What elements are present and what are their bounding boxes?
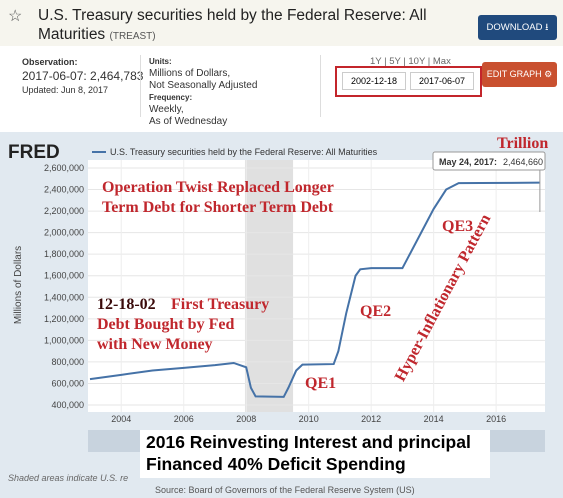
legend-label: U.S. Treasury securities held by the Fed…	[110, 147, 378, 157]
x-tick-label: 2016	[486, 414, 506, 424]
x-tick-label: 2008	[236, 414, 256, 424]
annotation: QE2	[360, 303, 391, 320]
title: U.S. Treasury securities held by the Fed…	[38, 7, 427, 43]
y-tick-label: 2,400,000	[44, 185, 84, 195]
header-bar	[0, 0, 563, 46]
annotation: with New Money	[97, 336, 213, 353]
label: Units:	[149, 57, 172, 66]
y-axis-label: Millions of Dollars	[13, 246, 24, 324]
y-tick-label: 1,000,000	[44, 335, 84, 345]
range-links[interactable]: 1Y | 5Y | 10Y | Max	[370, 56, 451, 67]
source: Source: Board of Governors of the Federa…	[155, 485, 415, 495]
tooltip-date: May 24, 2017:	[439, 157, 497, 167]
annotation: Debt Bought by Fed	[97, 316, 234, 333]
edit-graph-button[interactable]: EDIT GRAPH ⚙	[482, 62, 557, 87]
y-tick-label: 1,800,000	[44, 249, 84, 259]
annotation: 12-18-02	[97, 296, 156, 313]
note-box	[140, 430, 490, 478]
note: Financed 40% Deficit Spending	[146, 454, 406, 474]
label: Frequency:	[149, 93, 193, 102]
units-block: Units: Millions of Dollars, Not Seasonally…	[149, 56, 257, 128]
download-button[interactable]: DOWNLOAD ⭳	[478, 15, 557, 40]
annotation: Operation Twist Replaced Longer	[102, 179, 334, 196]
units: Not Seasonally Adjusted	[149, 80, 258, 91]
observation-block: Observation: 2017-06-07: 2,464,783 Updated…	[22, 56, 143, 96]
annotation: Term Debt for Shorter Term Debt	[102, 199, 334, 216]
annotation: QE3	[442, 218, 473, 235]
frequency: As of Wednesday	[149, 116, 228, 127]
star-icon[interactable]: ☆	[8, 8, 23, 25]
recession-note: Shaded areas indicate U.S. re	[8, 473, 128, 483]
y-tick-label: 600,000	[51, 378, 84, 388]
y-tick-label: 400,000	[51, 400, 84, 410]
download-label: DOWNLOAD	[486, 22, 543, 33]
note: 2016 Reinvesting Interest and principal	[146, 432, 471, 452]
end-date[interactable]: 2017-06-07	[410, 72, 474, 90]
y-tick-label: 1,400,000	[44, 292, 84, 302]
units: Millions of Dollars,	[149, 68, 231, 79]
title-block: U.S. Treasury securities held by the Fed…	[38, 6, 468, 46]
observation: 2017-06-07: 2,464,783	[22, 69, 144, 83]
x-tick-label: 2006	[174, 414, 194, 424]
y-tick-label: 2,000,000	[44, 228, 84, 238]
x-tick-label: 2010	[299, 414, 319, 424]
series-line	[89, 181, 540, 398]
start-date[interactable]: 2002-12-18	[342, 72, 406, 90]
series-id: (TREAST)	[109, 31, 156, 42]
y-tick-label: 1,600,000	[44, 271, 84, 281]
x-tick-label: 2004	[111, 414, 131, 424]
annotation: Trillion	[497, 135, 548, 152]
divider	[320, 55, 321, 117]
divider	[140, 55, 141, 117]
logo: FRED	[8, 142, 60, 163]
label: Observation:	[22, 57, 78, 67]
y-tick-label: 2,200,000	[44, 206, 84, 216]
annotation: First Treasury	[171, 296, 269, 313]
frequency: Weekly,	[149, 104, 184, 115]
y-tick-label: 1,200,000	[44, 314, 84, 324]
highlight-box	[335, 66, 482, 97]
y-tick-label: 800,000	[51, 357, 84, 367]
y-tick-label: 2,600,000	[44, 163, 84, 173]
x-tick-label: 2014	[424, 414, 444, 424]
annotation: QE1	[305, 375, 336, 392]
edit-label: EDIT GRAPH	[486, 69, 542, 79]
tooltip-value: 2,464,660	[503, 157, 543, 167]
updated: Updated: Jun 8, 2017	[22, 85, 109, 95]
recession-shade	[244, 160, 294, 412]
tooltip-box	[432, 151, 546, 171]
x-tick-label: 2012	[361, 414, 381, 424]
